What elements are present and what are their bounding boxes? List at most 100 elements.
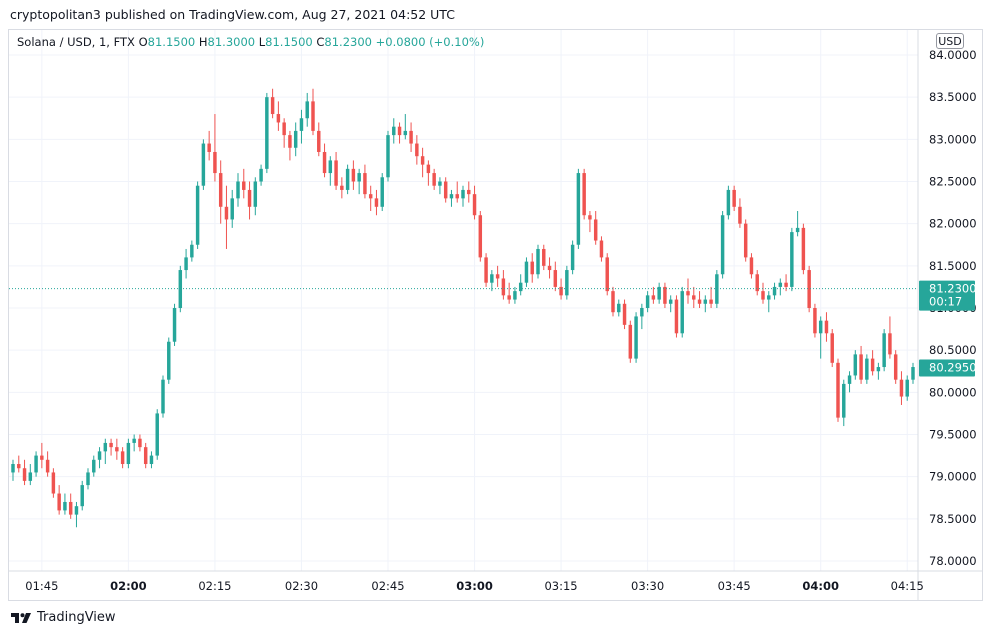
candle — [126, 438, 131, 469]
candle-body — [218, 173, 223, 207]
candle — [195, 181, 200, 249]
candle-body — [582, 173, 586, 216]
candle-body — [86, 472, 90, 486]
candle — [253, 177, 258, 216]
candle-body — [697, 299, 702, 304]
candles — [11, 88, 915, 528]
candle-body — [605, 257, 609, 292]
candle — [651, 286, 656, 304]
y-tick-label: 83.0000 — [929, 132, 977, 146]
footer-brand[interactable]: TradingView — [37, 610, 116, 625]
candle — [570, 240, 575, 275]
published-header: cryptopolitan3 published on TradingView.… — [10, 7, 455, 22]
candle — [732, 185, 736, 212]
candle-body — [593, 219, 598, 241]
last-price-tag — [919, 280, 975, 311]
candle — [270, 88, 275, 119]
candle-body — [536, 248, 540, 275]
candle — [184, 248, 188, 279]
candle — [680, 286, 684, 338]
candle-body — [547, 265, 552, 271]
candle-body — [743, 223, 748, 258]
candle — [842, 379, 846, 427]
candle — [293, 122, 298, 157]
y-tick-label: 78.5000 — [929, 512, 977, 526]
candle — [599, 236, 604, 262]
candle — [11, 459, 15, 481]
candle — [305, 92, 309, 127]
symbol-name[interactable]: Solana / USD, 1, FTX — [17, 35, 135, 49]
candle-body — [795, 227, 800, 233]
open-label: O — [138, 35, 148, 49]
candle — [455, 181, 459, 203]
candle-body — [126, 442, 131, 465]
candle — [351, 160, 356, 190]
candle-body — [265, 97, 269, 169]
candle — [426, 160, 431, 186]
candle — [109, 438, 113, 456]
candle-body — [103, 442, 108, 452]
candle — [801, 223, 806, 275]
candle — [542, 244, 546, 271]
candle-body — [190, 244, 194, 258]
high-value: 81.3000 — [207, 35, 256, 49]
candle-body — [720, 215, 725, 275]
x-tick-label: 02:45 — [371, 579, 404, 593]
candle-body — [386, 135, 390, 178]
marker-price-label: 80.2950 — [929, 360, 977, 374]
candle-body — [161, 379, 165, 414]
candle-body — [853, 354, 858, 376]
candle-body — [120, 451, 125, 465]
candle-body — [870, 358, 875, 372]
candle-body — [276, 114, 281, 123]
chart-frame — [8, 29, 983, 601]
candle — [703, 295, 708, 313]
x-tick-label: 02:15 — [198, 579, 231, 593]
candle — [449, 189, 454, 207]
candle-body — [692, 295, 696, 300]
candle — [888, 316, 892, 359]
candle — [155, 409, 159, 460]
currency-badge[interactable]: USD — [936, 33, 964, 49]
candle-body — [357, 173, 361, 182]
candle — [617, 299, 621, 317]
y-tick-label: 82.5000 — [929, 175, 977, 189]
candle — [17, 455, 21, 473]
candle-body — [674, 299, 679, 334]
candle — [149, 451, 154, 469]
candle-body — [501, 278, 506, 296]
candle — [692, 286, 696, 308]
candle — [467, 181, 471, 203]
candle-body — [842, 383, 846, 418]
candle — [224, 185, 229, 249]
y-tick-label: 82.0000 — [929, 217, 977, 231]
candle — [282, 118, 286, 148]
candle — [870, 350, 875, 376]
candle-body — [790, 232, 794, 287]
footer: TradingView — [10, 610, 116, 625]
candle — [859, 345, 863, 384]
candle — [311, 88, 315, 136]
candle-body — [807, 270, 811, 308]
candle-body — [865, 358, 869, 380]
candle-body — [247, 189, 252, 207]
candle-body — [322, 151, 327, 174]
candle — [738, 198, 742, 228]
candle-body — [888, 333, 892, 355]
candle-body — [513, 291, 517, 300]
candle — [236, 173, 240, 207]
candle-body — [657, 286, 661, 300]
candle-body — [334, 160, 338, 186]
candle — [230, 189, 234, 228]
candle — [357, 168, 361, 195]
candle — [207, 130, 211, 161]
candle — [74, 501, 79, 528]
candle-body — [709, 299, 713, 304]
candle-body — [92, 459, 96, 473]
last-price-label: 81.2300 — [929, 282, 977, 296]
candle-body — [726, 189, 731, 216]
candle — [772, 282, 777, 300]
candle — [443, 177, 448, 203]
